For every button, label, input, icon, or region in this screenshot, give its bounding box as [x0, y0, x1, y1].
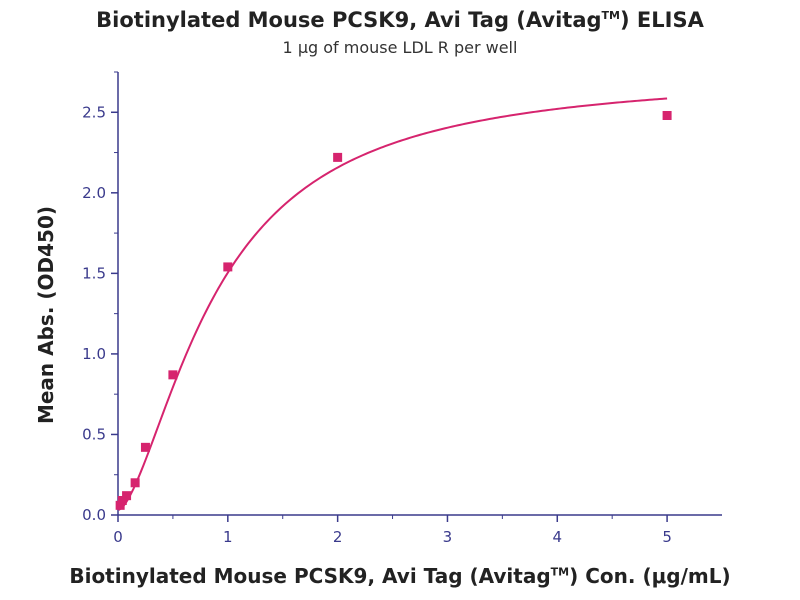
data-point — [168, 370, 178, 380]
data-point — [130, 478, 140, 488]
data-point — [223, 262, 233, 272]
y-tick-label: 2.5 — [82, 103, 106, 121]
data-point — [140, 442, 150, 452]
y-tick-label: 2.0 — [82, 184, 106, 202]
x-tick-label: 4 — [552, 528, 562, 546]
y-tick-label: 1.5 — [82, 264, 106, 282]
y-axis-label: Mean Abs. (OD450) — [34, 205, 58, 425]
y-tick-label: 1.0 — [82, 345, 106, 363]
y-tick-label: 0.5 — [82, 425, 106, 443]
chart-title: Biotinylated Mouse PCSK9, Avi Tag (Avita… — [96, 8, 704, 32]
data-point — [115, 500, 125, 510]
x-tick-label: 3 — [443, 528, 453, 546]
data-point — [333, 152, 343, 162]
data-point — [122, 491, 132, 501]
x-tick-label: 5 — [662, 528, 672, 546]
chart-subtitle: 1 μg of mouse LDL R per well — [282, 38, 518, 57]
x-tick-label: 0 — [113, 528, 123, 546]
fit-curve — [118, 97, 668, 511]
data-point — [662, 110, 672, 120]
x-tick-label: 1 — [223, 528, 233, 546]
y-tick-label: 0.0 — [82, 506, 106, 524]
x-tick-label: 2 — [333, 528, 343, 546]
x-axis-label: Biotinylated Mouse PCSK9, Avi Tag (Avita… — [69, 564, 731, 588]
data-point — [117, 496, 127, 506]
